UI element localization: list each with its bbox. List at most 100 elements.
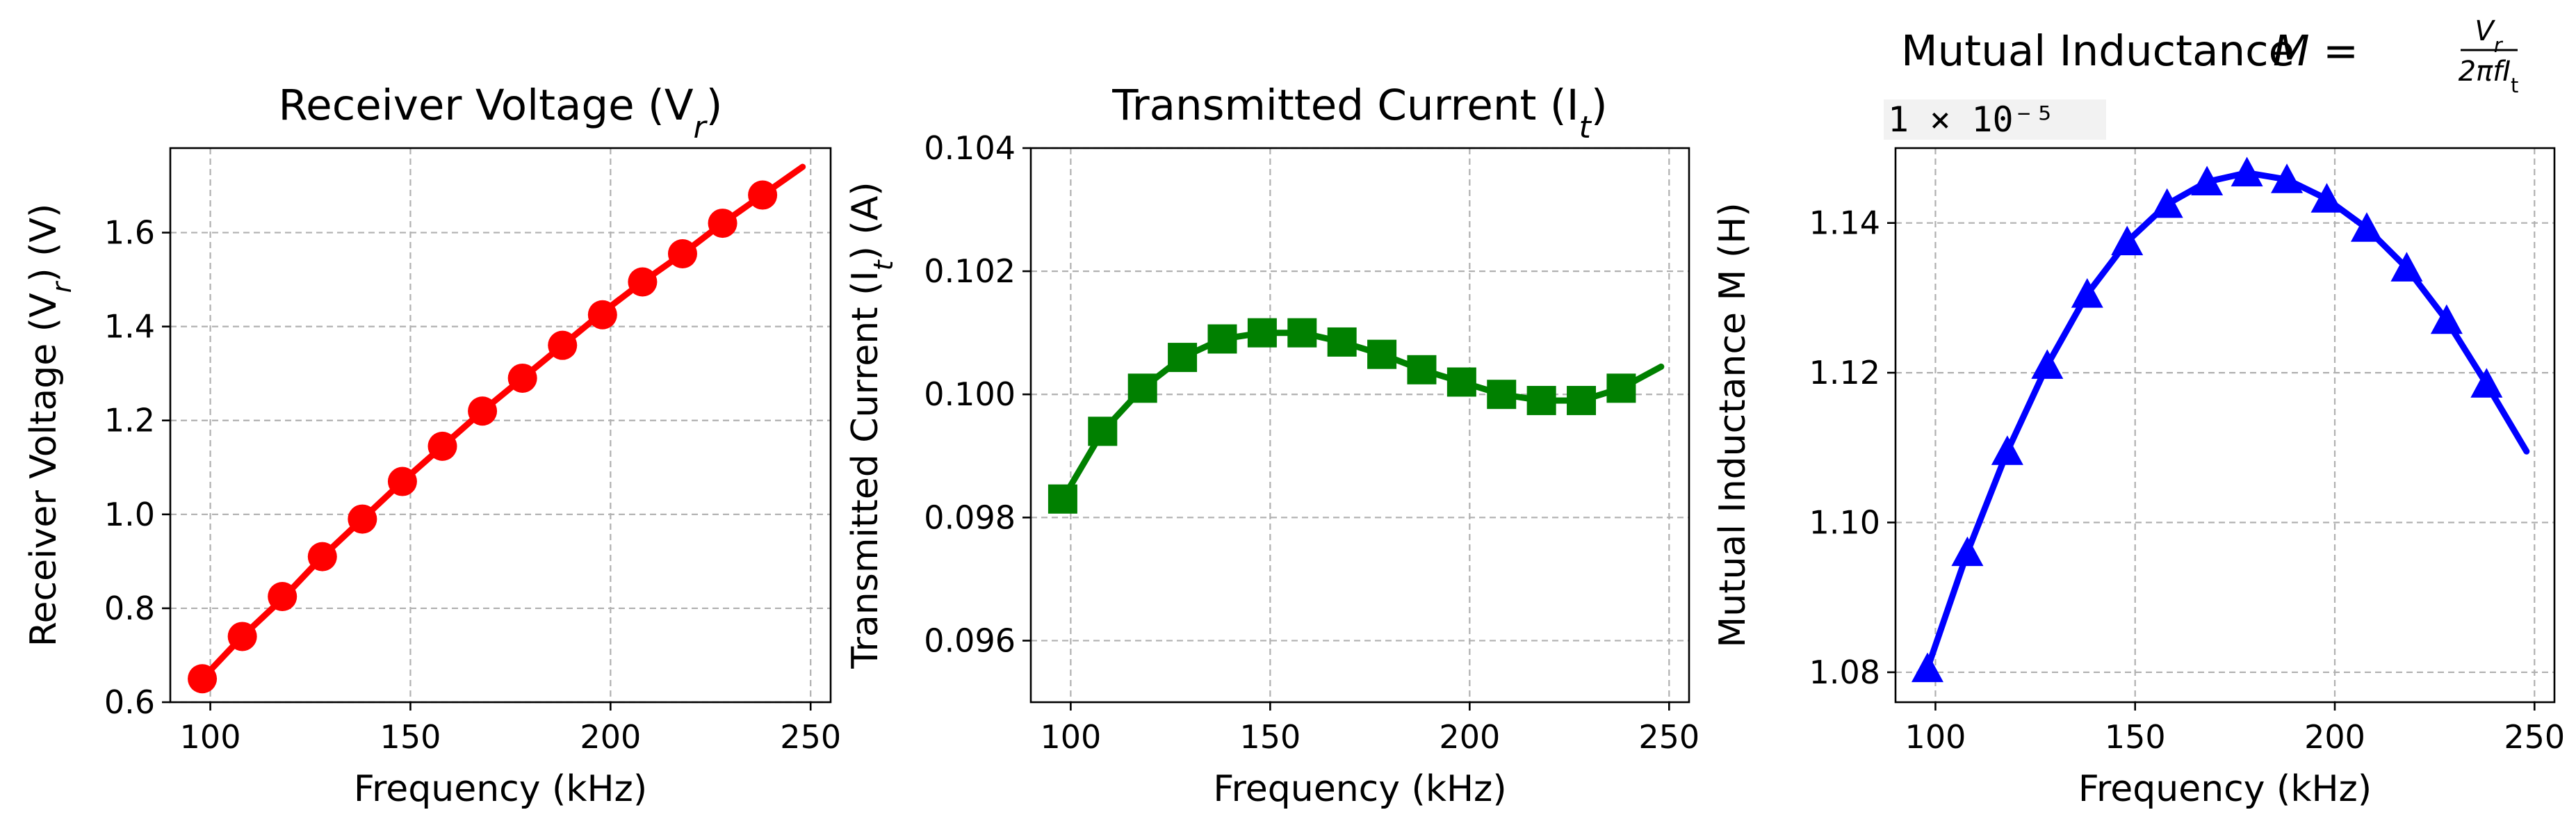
y-tick-label: 1.12	[1809, 354, 1880, 391]
axes-frame	[1894, 147, 2556, 704]
y-tick-label: 0.8	[104, 590, 155, 627]
chart-title: Transmitted Current (It)	[1111, 81, 1607, 145]
data-point-marker	[1247, 318, 1277, 348]
y-tick-label: 1.0	[104, 496, 155, 533]
data-point-marker	[468, 396, 498, 426]
x-tick-label: 250	[780, 718, 841, 756]
data-point-marker	[1168, 343, 1198, 373]
series-markers	[1047, 318, 1636, 514]
series-markers	[1911, 156, 2503, 683]
chart-title-formula: M =	[2273, 26, 2358, 76]
series-line	[1059, 330, 1665, 503]
y-tick-label: 1.2	[104, 402, 155, 439]
chart-title-fraction-denominator: 2πfIt	[2459, 56, 2519, 97]
data-point-marker	[1367, 339, 1397, 369]
data-point-marker	[1127, 373, 1157, 403]
data-point-marker	[2430, 304, 2463, 334]
y-tick-label: 1.10	[1809, 504, 1880, 542]
x-tick-label: 100	[1040, 718, 1101, 756]
data-point-marker	[2071, 278, 2103, 308]
data-point-marker	[1487, 380, 1517, 410]
axes-frame	[169, 147, 832, 704]
data-point-marker	[1287, 318, 1317, 348]
data-point-marker	[1526, 386, 1556, 416]
data-point-marker	[628, 267, 658, 297]
data-point-marker	[1567, 386, 1597, 416]
data-point-marker	[708, 209, 737, 238]
data-point-marker	[2111, 225, 2144, 256]
y-axis-label: Mutual Inductance M (H)	[1712, 202, 1754, 647]
x-tick-label: 250	[1638, 718, 1699, 756]
grid-lines	[1896, 148, 2554, 702]
chart-title: Receiver Voltage (Vr)	[279, 81, 723, 145]
x-axis-label: Frequency (kHz)	[354, 768, 647, 810]
data-point-marker	[1407, 355, 1437, 384]
data-point-marker	[1911, 652, 1943, 683]
data-point-marker	[387, 467, 417, 496]
y-tick-label: 0.096	[924, 622, 1016, 659]
y-tick-label: 1.4	[104, 308, 155, 346]
x-tick-label: 100	[1905, 718, 1966, 756]
data-point-marker	[1951, 536, 1984, 567]
data-point-marker	[227, 622, 257, 651]
data-point-marker	[2310, 183, 2343, 213]
offset-text-background	[1884, 99, 2106, 140]
axis-ticks: 100 150 200 250 1.08 1.10 1.12 1.14	[1809, 204, 2566, 756]
data-point-marker	[748, 180, 778, 210]
axis-ticks: 100 150 200 250 0.096 0.098 0.100 0.102 0.104	[924, 129, 1699, 756]
x-tick-label: 150	[380, 718, 441, 756]
x-tick-label: 150	[1239, 718, 1301, 756]
data-point-marker	[2350, 212, 2383, 242]
y-tick-label: 0.104	[924, 129, 1016, 167]
chart-title-text: Mutual Inductance	[1901, 26, 2294, 76]
y-tick-label: 0.098	[924, 498, 1016, 536]
x-axis-label: Frequency (kHz)	[2078, 768, 2372, 810]
data-point-marker	[1991, 435, 2023, 465]
x-axis-label: Frequency (kHz)	[1213, 768, 1506, 810]
data-point-marker	[2151, 188, 2183, 218]
x-tick-label: 100	[180, 718, 241, 756]
receiver-voltage-chart: 100 150 200 250 0.6 0.8 1.0 1.2 1.4 1.6 Receiver …	[23, 81, 841, 810]
x-tick-label: 200	[1439, 718, 1500, 756]
axis-offset-text: 1 × 10⁻⁵	[1888, 99, 2055, 140]
y-axis-label: Transmitted Current (It) (A)	[845, 181, 899, 669]
data-point-marker	[507, 363, 537, 393]
y-tick-label: 1.6	[104, 214, 155, 252]
data-point-marker	[427, 431, 457, 461]
transmitted-current-chart: 100 150 200 250 0.096 0.098 0.100 0.102 0.104 Tr…	[845, 81, 1699, 810]
series-line	[1924, 170, 2530, 672]
y-tick-label: 0.6	[104, 683, 155, 721]
data-point-marker	[1207, 324, 1237, 354]
axes-frame	[1029, 147, 1690, 704]
data-point-marker	[548, 330, 578, 360]
data-point-marker	[1606, 373, 1636, 403]
data-point-marker	[667, 238, 697, 268]
data-point-marker	[188, 664, 218, 694]
x-tick-label: 150	[2105, 718, 2166, 756]
data-point-marker	[307, 542, 337, 571]
y-tick-label: 1.14	[1809, 204, 1880, 242]
data-point-marker	[2231, 156, 2263, 187]
x-tick-label: 250	[2504, 718, 2565, 756]
data-point-marker	[2191, 165, 2224, 196]
data-point-marker	[2031, 349, 2064, 379]
series-markers	[188, 180, 778, 694]
mutual-inductance-chart: 100 150 200 250 1.08 1.10 1.12 1.14 Frequency (…	[1712, 15, 2565, 810]
y-tick-label: 1.08	[1809, 654, 1880, 691]
data-point-marker	[1088, 416, 1118, 446]
data-point-marker	[268, 582, 297, 612]
y-tick-label: 0.102	[924, 252, 1016, 290]
data-point-marker	[1047, 484, 1077, 514]
data-point-marker	[1446, 367, 1476, 397]
series-line	[199, 163, 806, 682]
data-point-marker	[2271, 163, 2304, 193]
y-tick-label: 0.100	[924, 375, 1016, 413]
data-point-marker	[348, 504, 377, 534]
x-tick-label: 200	[580, 718, 641, 756]
x-tick-label: 200	[2304, 718, 2365, 756]
data-point-marker	[1327, 327, 1357, 357]
data-point-marker	[2470, 368, 2503, 398]
y-axis-label: Receiver Voltage (Vr) (V)	[23, 204, 77, 647]
